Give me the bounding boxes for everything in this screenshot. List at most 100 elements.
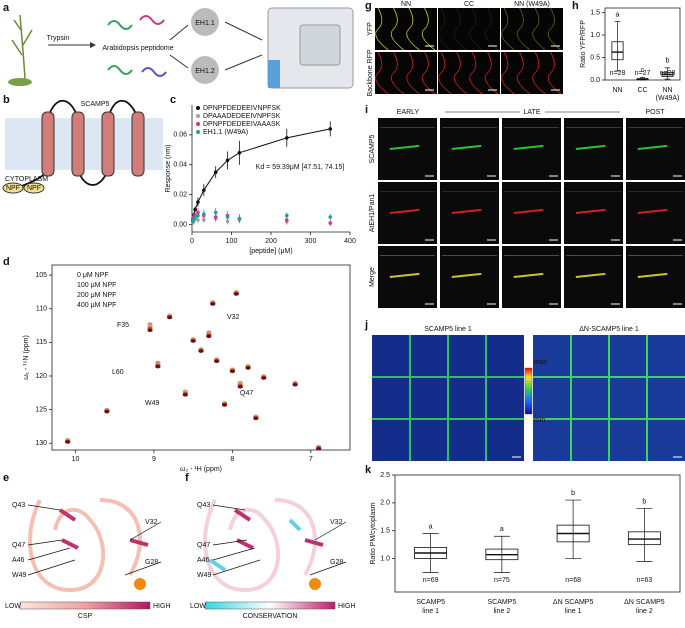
image-detail [453, 51, 468, 95]
image-detail [513, 144, 544, 150]
x-tick-label: 400 [344, 238, 356, 245]
label: HIGH [338, 603, 356, 610]
image-detail [406, 7, 420, 51]
label: CONSERVATION [243, 613, 298, 620]
image [378, 182, 437, 244]
image [626, 246, 685, 308]
image-detail [516, 51, 531, 95]
n-label: n=69 [423, 577, 439, 584]
y-axis-label: Ratio PM/cytoplasm [370, 502, 377, 564]
label: G28 [145, 559, 158, 566]
point [213, 170, 218, 175]
significance-letter: a [429, 523, 433, 530]
peak [206, 334, 212, 339]
legend-marker [196, 114, 200, 118]
significance-letter: c [641, 67, 645, 74]
peak [147, 328, 153, 333]
n-label: n=75 [494, 577, 510, 584]
peak [190, 339, 196, 343]
legend-label: EH1.1 (W49A) [203, 129, 248, 136]
peak [214, 359, 220, 364]
y-tick-label: 1.5 [380, 528, 390, 535]
legend-label: DPNPFDEDEEIVNPFSK [203, 105, 281, 112]
label: Q43 [12, 502, 25, 509]
panel-a-art [8, 7, 354, 89]
image-detail [406, 51, 420, 95]
image-detail [501, 7, 515, 51]
label: Q47 [12, 542, 25, 549]
label: LOW [190, 603, 206, 610]
x-tick-label: NN (W49A) [656, 87, 680, 102]
point [285, 213, 289, 218]
image [626, 118, 685, 180]
label: min [534, 417, 545, 424]
peak [253, 416, 259, 421]
annotation: V32 [227, 314, 240, 321]
image-detail [469, 51, 483, 95]
point [237, 216, 242, 221]
box [611, 41, 624, 61]
peak [229, 369, 235, 374]
label: CC [464, 1, 474, 8]
y-tick-label: 110 [36, 306, 47, 313]
y-tick-label: 1.0 [590, 32, 600, 39]
y-axis-label: Ratio YFP/RFP [580, 20, 587, 68]
x-tick-label: 300 [305, 238, 317, 245]
label: NN (W49A) [514, 1, 550, 8]
panel-b-art [2, 99, 163, 194]
x-tick-label: SCAMP5 line 2 [487, 599, 516, 615]
significance-letter: a [500, 526, 504, 533]
point [193, 207, 197, 212]
label: HIGH [153, 603, 171, 610]
label: SCAMP5 line 1 [424, 326, 472, 333]
label: Arabidopsis peptidome [102, 45, 173, 52]
annotation: Q47 [240, 390, 253, 397]
significance-letter: b [666, 58, 670, 65]
y-tick-label: 0.02 [173, 191, 187, 198]
panel-label: e [3, 472, 9, 484]
annotation: Kd = 59.39μM [47.51, 74.15] [256, 164, 345, 171]
plot-frame [51, 264, 351, 451]
y-tick-label: 115 [36, 339, 47, 346]
y-tick-label: 2.0 [380, 500, 390, 507]
panel-label: g [365, 0, 372, 12]
x-tick-label: CC [637, 87, 647, 94]
label: EH1.2 [195, 68, 215, 75]
label: LOW [5, 603, 21, 610]
image-detail [637, 144, 668, 150]
image-detail [438, 7, 452, 51]
peak [316, 446, 322, 451]
label: ΔN-SCAMP5 line 1 [579, 326, 639, 333]
x-tick-label: NN [612, 87, 622, 94]
label: Merge [369, 267, 376, 287]
label: CYTOPLASM [5, 176, 48, 183]
label: NPF [27, 185, 41, 192]
point [285, 218, 289, 222]
label: SCAMP5 [369, 135, 376, 164]
panel-label: a [3, 2, 10, 14]
label: POST [645, 109, 665, 116]
point [196, 218, 200, 222]
y-tick-label: 120 [35, 373, 47, 380]
image-detail [516, 7, 531, 51]
image-detail [451, 208, 482, 214]
image [502, 182, 561, 244]
image-detail [421, 7, 436, 51]
label: max [534, 359, 548, 366]
image-detail [438, 51, 452, 95]
x-tick-label: 10 [72, 456, 80, 463]
leader [212, 559, 261, 576]
peak [292, 382, 298, 387]
x-tick-label: ΔN SCAMP5 line 1 [553, 599, 594, 615]
peak [167, 315, 173, 320]
significance-letter: b [642, 498, 646, 505]
peak [65, 440, 71, 444]
image-detail [575, 208, 606, 214]
point [191, 218, 196, 222]
legend-marker [196, 122, 200, 126]
y-tick-label: 1.0 [380, 555, 390, 562]
point [196, 213, 200, 218]
legend-label: 400 μM NPF [77, 302, 116, 309]
point [285, 136, 289, 140]
